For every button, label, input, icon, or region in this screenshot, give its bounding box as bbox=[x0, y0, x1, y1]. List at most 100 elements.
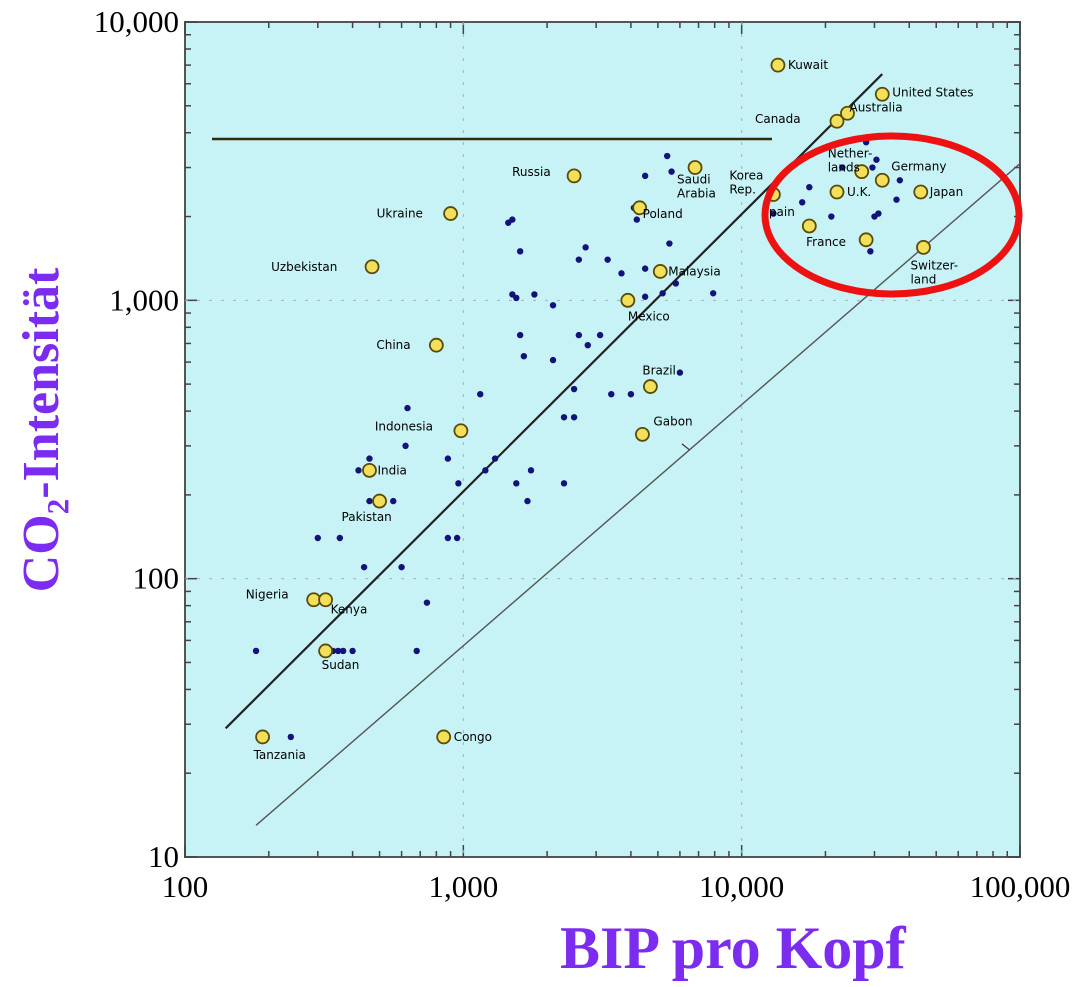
country-label: Nigeria bbox=[246, 588, 289, 602]
country-point bbox=[444, 455, 452, 462]
country-label: Rep. bbox=[729, 183, 756, 197]
country-labels: Kuwait United States Canada Australia Russia… bbox=[246, 58, 974, 762]
x-tick-label: 1,000 bbox=[428, 869, 498, 904]
country-label: Sudan bbox=[322, 658, 360, 672]
country-point bbox=[477, 390, 484, 398]
country-point bbox=[560, 480, 568, 487]
country-label: Arabia bbox=[677, 187, 716, 201]
country-point bbox=[491, 455, 499, 462]
country-point bbox=[516, 331, 524, 339]
country-label: France bbox=[806, 235, 846, 249]
country-point bbox=[252, 647, 260, 655]
country-label: India bbox=[377, 463, 406, 477]
country-label: Canada bbox=[755, 112, 801, 126]
country-label: Ukraine bbox=[377, 207, 423, 221]
country-label: Switzer- bbox=[910, 258, 958, 272]
country-label: Poland bbox=[643, 207, 683, 221]
country-point bbox=[398, 563, 405, 571]
country-point bbox=[334, 647, 342, 655]
country-point bbox=[798, 199, 806, 206]
x-axis-label: BIP pro Kopf bbox=[560, 915, 906, 981]
labeled-country-point bbox=[652, 264, 668, 279]
country-point bbox=[570, 414, 578, 421]
country-label: Malaysia bbox=[668, 264, 720, 278]
y-tick-label: 1,000 bbox=[109, 282, 179, 317]
country-label: Saudi bbox=[677, 173, 711, 187]
country-point bbox=[509, 216, 516, 223]
country-point bbox=[672, 280, 680, 287]
country-point bbox=[349, 647, 356, 655]
labeled-country-point bbox=[913, 184, 929, 200]
plot-frame bbox=[184, 21, 1021, 858]
country-point bbox=[402, 442, 409, 450]
country-point bbox=[582, 244, 589, 251]
labeled-country-point bbox=[840, 105, 855, 121]
country-point bbox=[355, 467, 362, 474]
country-label: Kuwait bbox=[788, 58, 828, 72]
country-point bbox=[659, 290, 666, 297]
country-point bbox=[641, 265, 649, 272]
country-point bbox=[867, 248, 874, 255]
country-point bbox=[896, 177, 904, 184]
country-point bbox=[873, 156, 880, 163]
country-point bbox=[618, 270, 625, 277]
country-point bbox=[893, 196, 900, 203]
country-point bbox=[549, 302, 557, 309]
country-point bbox=[314, 534, 321, 542]
y-axis-label: CO₂-Intensität bbox=[13, 267, 70, 592]
reference-arrow bbox=[681, 443, 690, 451]
country-point bbox=[549, 356, 557, 364]
country-point bbox=[444, 534, 452, 542]
labeled-country-point bbox=[854, 164, 870, 180]
labeled-country-point bbox=[801, 218, 817, 234]
country-label: Spain bbox=[761, 205, 795, 219]
country-label: Brazil bbox=[642, 364, 676, 378]
plot-background bbox=[185, 22, 1020, 857]
labeled-country-point bbox=[566, 168, 582, 184]
country-label: Mexico bbox=[628, 309, 670, 323]
country-point bbox=[839, 164, 846, 171]
country-point bbox=[584, 341, 591, 349]
country-point bbox=[531, 291, 538, 298]
labeled-country-point bbox=[443, 206, 458, 221]
country-label: Pakistan bbox=[342, 510, 392, 524]
country-point bbox=[366, 497, 373, 505]
country-label: lands bbox=[828, 161, 860, 175]
labeled-country-point bbox=[453, 423, 469, 439]
country-point bbox=[770, 210, 777, 217]
country-point bbox=[596, 331, 604, 339]
labeled-country-point bbox=[436, 729, 452, 745]
labeled-country-point bbox=[428, 337, 444, 353]
country-label: Indonesia bbox=[375, 420, 433, 434]
country-point bbox=[828, 213, 835, 220]
country-point bbox=[604, 256, 611, 263]
reference-line bbox=[255, 163, 1021, 826]
country-point bbox=[423, 599, 431, 606]
country-point bbox=[513, 480, 520, 487]
country-point bbox=[869, 164, 876, 171]
country-label: Uzbekistan bbox=[271, 260, 337, 274]
country-point bbox=[668, 168, 675, 175]
labeled-country-point bbox=[318, 592, 334, 608]
country-label: Russia bbox=[512, 165, 551, 179]
country-point bbox=[413, 647, 420, 655]
grid-and-ticks bbox=[184, 21, 1021, 858]
country-point bbox=[663, 152, 671, 160]
labeled-country-point bbox=[643, 379, 658, 394]
country-point bbox=[627, 390, 635, 398]
country-label: Congo bbox=[454, 730, 492, 744]
country-point bbox=[608, 390, 615, 398]
country-point bbox=[641, 172, 649, 180]
country-point bbox=[482, 467, 489, 474]
x-tick-label: 100,000 bbox=[970, 869, 1071, 904]
labeled-country-point bbox=[829, 184, 845, 200]
y-axis-label-box: CO₂-Intensität bbox=[10, 120, 70, 740]
labeled-country-point bbox=[770, 57, 786, 73]
country-point bbox=[806, 183, 813, 191]
country-point bbox=[516, 248, 524, 255]
labeled-country-point bbox=[687, 160, 703, 175]
y-tick-label: 10 bbox=[148, 839, 179, 874]
labeled-country-point bbox=[874, 172, 890, 188]
